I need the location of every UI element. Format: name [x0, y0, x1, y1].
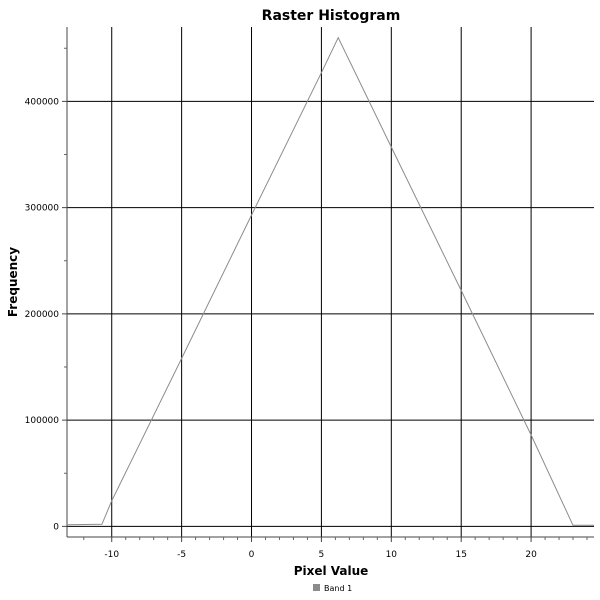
x-tick-label-0: -10 [104, 550, 119, 560]
y-axis-ticks: 0 100000 200000 300000 400000 [25, 47, 67, 532]
plot-frame [66, 27, 594, 538]
legend-swatch-band-1 [313, 584, 320, 591]
y-tick-label-1: 100000 [25, 416, 60, 426]
legend-label-band-1: Band 1 [324, 584, 352, 593]
x-axis-ticks: -10 -5 0 5 10 15 20 [83, 537, 588, 560]
series-line-0 [66, 36, 594, 526]
grid-layer [67, 27, 594, 537]
legend: Band 1 [313, 584, 352, 593]
x-tick-label-5: 15 [455, 550, 466, 560]
y-tick-label-3: 300000 [25, 204, 60, 214]
y-tick-label-0: 0 [53, 522, 59, 532]
series-layer [66, 36, 594, 526]
x-tick-label-1: -5 [177, 550, 186, 560]
x-tick-label-3: 5 [319, 550, 325, 560]
x-axis-title: Pixel Value [294, 564, 369, 578]
y-axis-title: Frequency [6, 247, 20, 317]
y-tick-label-4: 400000 [25, 97, 60, 107]
x-tick-label-6: 20 [525, 550, 537, 560]
x-tick-label-2: 0 [249, 550, 255, 560]
y-tick-label-2: 200000 [25, 310, 60, 320]
chart-title: Raster Histogram [262, 8, 401, 24]
x-tick-label-4: 10 [386, 550, 398, 560]
